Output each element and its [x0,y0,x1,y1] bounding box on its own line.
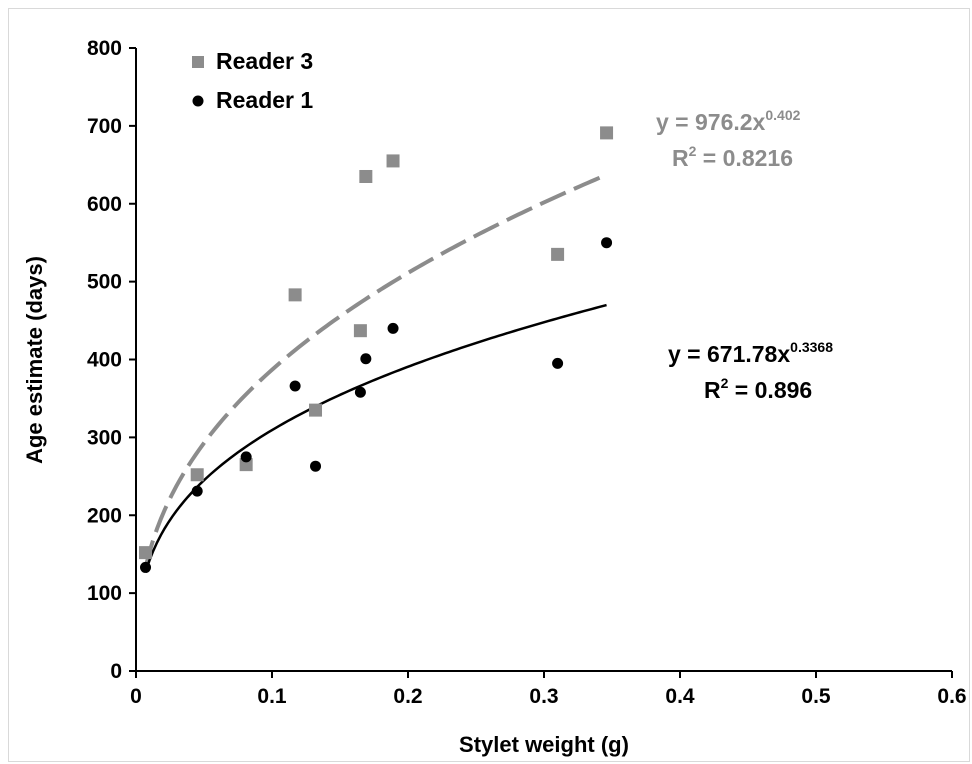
point-reader-3 [551,247,565,261]
legend-marker-reader-3 [192,56,204,68]
y-ticks: 0 100 200 300 400 500 600 700 800 [87,37,136,683]
r-squared-reader-3: R2 = 0.8216 [672,143,793,171]
trendline-reader-1 [144,303,607,574]
legend-marker-reader-1 [192,95,204,107]
axes [135,48,952,672]
point-reader-3 [386,154,400,168]
x-tick-label: 0.6 [937,685,966,708]
equation-reader-3: y = 976.2x0.402 [656,107,801,135]
x-ticks: 0 0.1 0.2 0.3 0.4 0.5 0.6 [130,671,967,708]
legend: Reader 3 Reader 1 [192,48,313,113]
y-axis-title: Age estimate (days) [22,256,47,464]
point-reader-1 [191,485,203,497]
point-reader-1 [360,353,372,365]
r-squared-reader-1: R2 = 0.896 [704,375,812,403]
y-tick-label: 600 [87,193,122,216]
point-reader-1 [552,357,564,369]
point-reader-1 [354,386,366,398]
y-tick-label: 300 [87,426,122,449]
point-reader-3 [309,403,323,417]
x-tick-label: 0 [130,685,142,708]
point-reader-1 [387,322,399,334]
point-reader-3 [359,169,373,183]
trendline-equation-reader-3: y = 976.2x0.402 R2 = 0.8216 [656,107,801,171]
trendlines [143,172,608,574]
point-reader-1 [140,561,152,573]
trendline-equation-reader-1: y = 671.78x0.3368 R2 = 0.896 [668,339,833,403]
point-reader-3 [139,546,153,560]
point-reader-1 [310,460,322,472]
point-reader-3 [239,458,253,472]
x-tick-label: 0.5 [801,685,831,708]
legend-label-reader-1: Reader 1 [216,87,313,113]
data-points [139,126,614,573]
y-tick-label: 800 [87,37,122,60]
point-reader-3 [288,288,302,302]
y-tick-label: 100 [87,582,122,605]
equation-reader-1: y = 671.78x0.3368 [668,339,833,367]
y-tick-label: 400 [87,349,122,372]
y-tick-label: 700 [87,115,122,138]
point-reader-3 [190,468,204,482]
point-reader-1 [289,380,301,392]
x-axis-title: Stylet weight (g) [459,732,629,757]
x-tick-label: 0.2 [393,685,422,708]
y-tick-label: 200 [87,504,122,527]
trendline-reader-3 [143,172,608,569]
point-reader-3 [600,126,614,140]
x-tick-label: 0.4 [665,685,695,708]
y-tick-label: 500 [87,271,122,294]
point-reader-1 [240,451,252,463]
point-reader-3 [353,324,367,338]
point-reader-1 [601,237,613,249]
x-tick-label: 0.3 [529,685,558,708]
x-tick-label: 0.1 [257,685,287,708]
chart-frame [8,8,970,762]
y-tick-label: 0 [110,660,122,683]
legend-label-reader-3: Reader 3 [216,48,313,74]
